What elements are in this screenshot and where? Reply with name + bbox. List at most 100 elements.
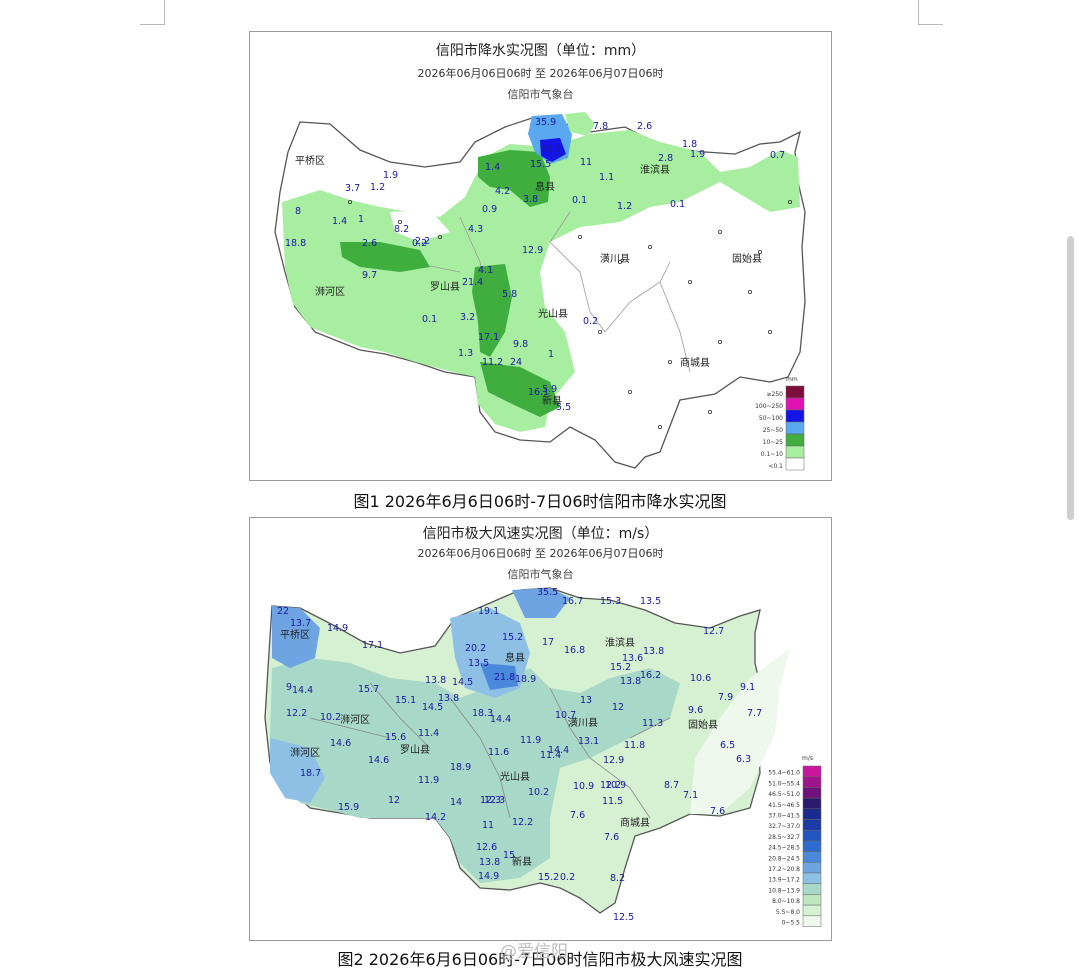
station-value: 18.9 [515,674,536,685]
station-value: 13.6 [622,653,643,664]
legend-label: <0.1 [768,463,783,470]
station-value: 21.4 [462,277,483,288]
station-value: 1.4 [485,162,500,173]
station-value: 11.3 [642,718,663,729]
station-value: 13.8 [643,646,664,657]
legend-label: 10.8~13.9 [768,887,800,894]
station-value: 6.5 [720,740,735,751]
station-value: 9 [286,682,292,693]
station-value: 12.9 [522,245,543,256]
legend-label: 0~5.5 [782,920,801,927]
county-label: 潢川县 [600,252,630,265]
station-value: 11 [580,157,592,168]
station-value: 15.2 [538,872,559,883]
station-value: 1.9 [383,170,398,181]
station-value: 11.9 [520,735,541,746]
legend-swatch [802,776,822,788]
station-value: 4.2 [495,186,510,197]
legend-swatch [802,883,822,895]
county-label: 新县 [512,855,532,868]
station-value: 13.8 [425,675,446,686]
legend-swatch [785,445,805,459]
station-value: 14.9 [327,623,348,634]
station-value: 7.6 [710,806,725,817]
county-label: 罗山县 [430,281,460,293]
station-value: 3.2 [460,312,475,323]
legend-unit: m/s [802,755,813,762]
station-value: 14.4 [292,685,313,696]
legend-label: 24.5~28.5 [768,845,800,852]
station-value: 0.1 [572,195,587,206]
station-value: 11.6 [488,747,509,758]
station-value: 9.7 [362,270,377,281]
station-value: 10.9 [573,781,594,792]
station-value: 16.8 [564,645,585,656]
station-value: 13.1 [578,736,599,747]
station-value: 12.3 [480,795,501,806]
figure2-subtitle: 2026年06月06日06时 至 2026年06月07日06时 [417,547,664,560]
legend-swatch [802,915,822,927]
station-value: 15.2 [610,662,631,673]
station-value: 14.2 [425,812,446,823]
legend-swatch [785,385,805,399]
legend-swatch [802,872,822,884]
station-value: 1 [358,214,364,225]
station-value: 15.5 [530,159,551,170]
station-value: 21.8 [494,672,515,683]
county-label: 光山县 [500,770,530,783]
figure1-caption: 图1 2026年6月6日06时-7日06时信阳市降水实况图 [353,492,727,511]
station-value: 5.9 [542,384,557,395]
county-label: 罗山县 [400,744,430,756]
legend-swatch [802,894,822,906]
station-value: 7.8 [593,121,608,132]
legend-swatch [802,765,822,777]
station-value: 38.2 [540,144,561,155]
legend-label: 41.5~46.5 [768,802,800,809]
station-value: 0.2 [412,238,427,249]
station-value: 0.2 [560,872,575,883]
figure1-title: 信阳市降水实况图（单位：mm） [435,43,646,59]
station-value: 10.2 [320,712,341,723]
legend-label: 46.5~51.0 [768,791,800,798]
station-value: 14.4 [490,714,511,725]
station-value: 22 [277,606,289,617]
county-label: 光山县 [538,307,568,320]
county-label: 商城县 [620,816,650,829]
station-value: 3.7 [345,183,360,194]
county-label: 固始县 [688,718,718,731]
county-label: 淮滨县 [605,636,635,649]
wind-speed-map: 平桥区 息县 淮滨县 浉河区 罗山县 光山县 潢川县 固始县 商城县 新县 浉河… [264,587,822,927]
county-label: 平桥区 [295,155,325,167]
crop-mark-right [918,0,943,25]
county-label: 息县 [505,651,525,664]
legend-swatch [802,862,822,874]
legend-label: ≥250 [767,391,784,398]
station-value: 24 [510,357,522,368]
station-value: 14.9 [478,871,499,882]
station-value: 11.5 [602,796,623,807]
county-label: 浉河区 [315,286,345,298]
station-value: 0.9 [482,204,497,215]
legend-label: 0.1~10 [761,451,783,458]
station-value: 14.4 [548,745,569,756]
station-value: 18.7 [300,768,321,779]
county-label: 浉河区 [290,747,320,759]
legend-label: 51.0~55.4 [768,780,800,787]
station-value: 11.4 [540,750,561,761]
legend-swatch [802,787,822,799]
station-value: 3.8 [523,194,538,205]
station-value: 15.3 [600,596,621,607]
station-value: 17 [542,637,554,648]
station-value: 12 [612,702,624,713]
legend-label: 10~25 [763,439,783,446]
scrollbar-thumb[interactable] [1067,236,1074,520]
legend-label: 100~250 [755,403,783,410]
legend-label: 25~50 [763,427,783,434]
station-value: 8.7 [664,780,679,791]
station-value: 8.2 [610,873,625,884]
station-value: 7.9 [718,692,733,703]
station-value: 13.8 [438,693,459,704]
station-value: 12 [388,795,400,806]
station-value: 13.7 [290,618,311,629]
station-value: 1.9 [690,149,705,160]
